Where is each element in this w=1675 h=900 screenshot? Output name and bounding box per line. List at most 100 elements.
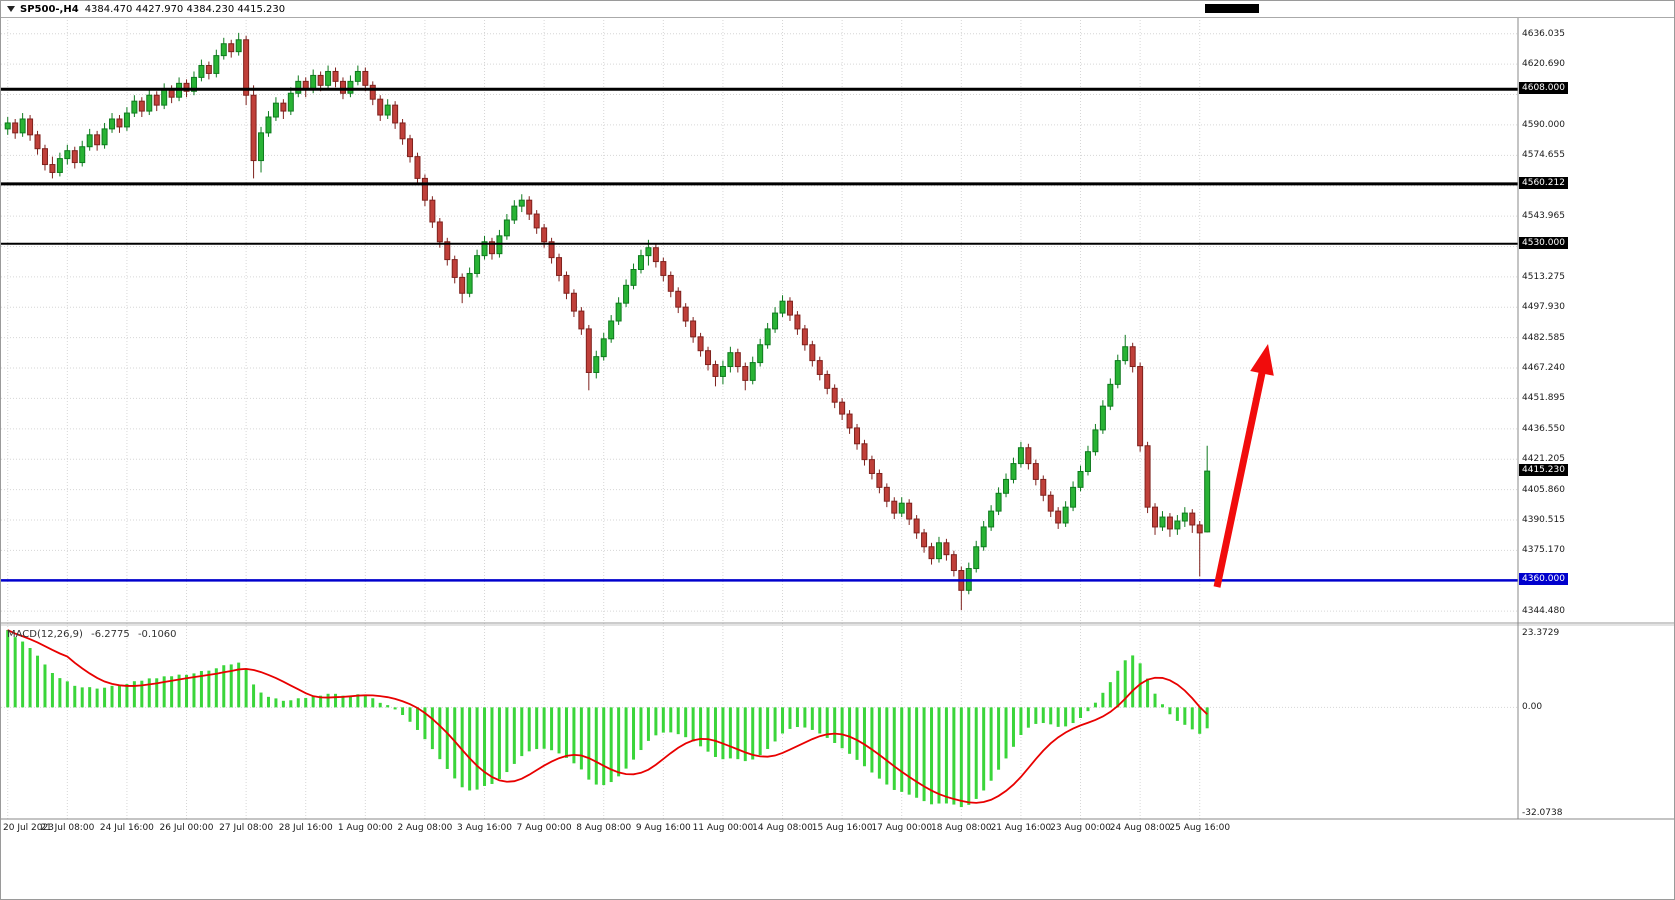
macd-bar [36,655,40,708]
macd-bar [438,707,442,760]
macd-bar [542,707,546,749]
candle [1040,478,1047,496]
trend-arrow[interactable] [1213,344,1274,588]
candle [1144,445,1151,508]
candle [1062,506,1069,524]
macd-bar [587,707,591,780]
macd-bar [550,707,554,751]
candle [1196,524,1203,534]
macd-bar [1168,707,1172,715]
macd-bar [1071,707,1075,724]
macd-bar [423,707,427,740]
macd-bar [512,707,516,764]
candle [585,328,592,373]
chart-title-ohlc: 4384.470 4427.970 4384.230 4415.230 [84,3,286,15]
candle [1055,510,1062,524]
candle [1129,346,1136,368]
candle [407,138,414,158]
candle [1084,451,1091,472]
macd-bar [639,707,643,751]
candle [578,310,585,330]
macd-bar [1019,707,1023,736]
candle [623,284,630,304]
candle [444,241,451,261]
macd-bar [266,696,270,708]
macd-bar [386,705,390,708]
candle [749,362,756,381]
candle [295,80,302,94]
candle [600,338,607,358]
macd-bar [185,674,189,708]
macd-bar [833,707,837,743]
candle [1114,360,1121,385]
macd-bar [58,678,62,708]
macd-bar [751,707,755,760]
candle [511,205,518,221]
pane-splitter[interactable] [1,624,1675,626]
candle [123,112,130,128]
macd-bar [646,707,650,741]
candle [682,306,689,322]
candle [928,546,935,560]
candle [630,269,637,286]
candle [891,500,898,514]
macd-bar [930,707,934,805]
candle [392,104,399,124]
macd-bar [1123,660,1127,708]
candle [786,300,793,316]
candle [481,241,488,257]
pane-borders [1,17,1675,820]
grid [1,17,1518,819]
candle [526,199,533,215]
macd-bar [527,707,531,752]
macd-bar [334,693,338,708]
candle [503,219,510,237]
macd-bar [237,662,241,708]
candle [436,221,443,243]
macd-bar [788,707,792,729]
candle [12,122,19,134]
candle [742,366,749,381]
macd-bar [1064,707,1068,727]
macd-bar [862,707,866,767]
candle [690,320,697,338]
macd-bar [222,665,226,708]
candle [1137,366,1144,447]
candle [1077,471,1084,488]
candle [488,241,495,255]
macd-bar [989,707,993,781]
macd-bar [296,698,300,708]
candle [1025,447,1032,465]
symbol-dropdown-icon[interactable] [7,6,15,12]
macd-bar [1041,707,1045,724]
macd-bar [855,707,859,760]
candle [615,302,622,322]
macd-bar [520,707,524,757]
macd-bar [304,697,308,708]
macd-bar [214,668,218,708]
macd-bar [311,695,315,708]
macd-bar [892,707,896,790]
macd-bar [147,678,151,708]
macd-bar [974,707,978,799]
candle [310,74,317,90]
macd-bar [13,637,17,708]
candle [235,39,242,53]
candle [1122,346,1129,362]
candle [131,100,138,114]
candle [339,80,346,94]
macd-bar [706,707,710,752]
macd-bar [907,707,911,795]
macd-bar [937,707,941,804]
macd-bar [475,707,479,790]
macd-bar [900,707,904,792]
macd-bar [430,707,434,750]
candle [362,70,369,86]
candle [988,510,995,528]
macd-bar [1011,707,1015,747]
macd-bar [1190,707,1194,730]
macd-bar [281,700,285,708]
candle [727,352,734,368]
candle [228,43,235,53]
